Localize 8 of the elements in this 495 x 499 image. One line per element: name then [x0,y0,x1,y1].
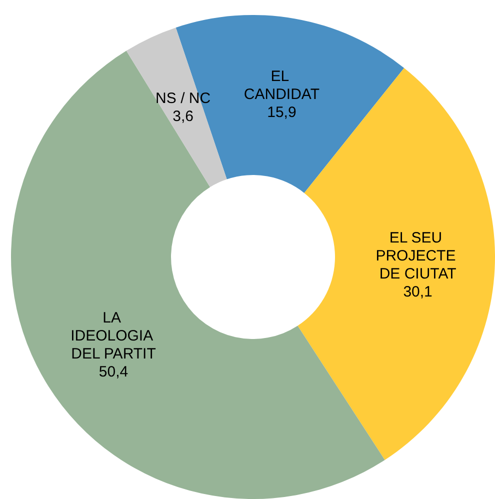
slice-label: EL SEU PROJECTE DE CIUTAT [376,230,460,283]
slice-label: EL CANDIDAT [244,68,320,104]
slice-label: LA IDEOLOGIA DEL PARTIT [70,310,156,363]
data-label: 3,6 [172,108,194,126]
data-label: 50,4 [98,364,128,381]
slice-label: NS / NC [156,90,211,108]
data-label: 30,1 [403,284,432,301]
data-label: 15,9 [267,104,296,122]
